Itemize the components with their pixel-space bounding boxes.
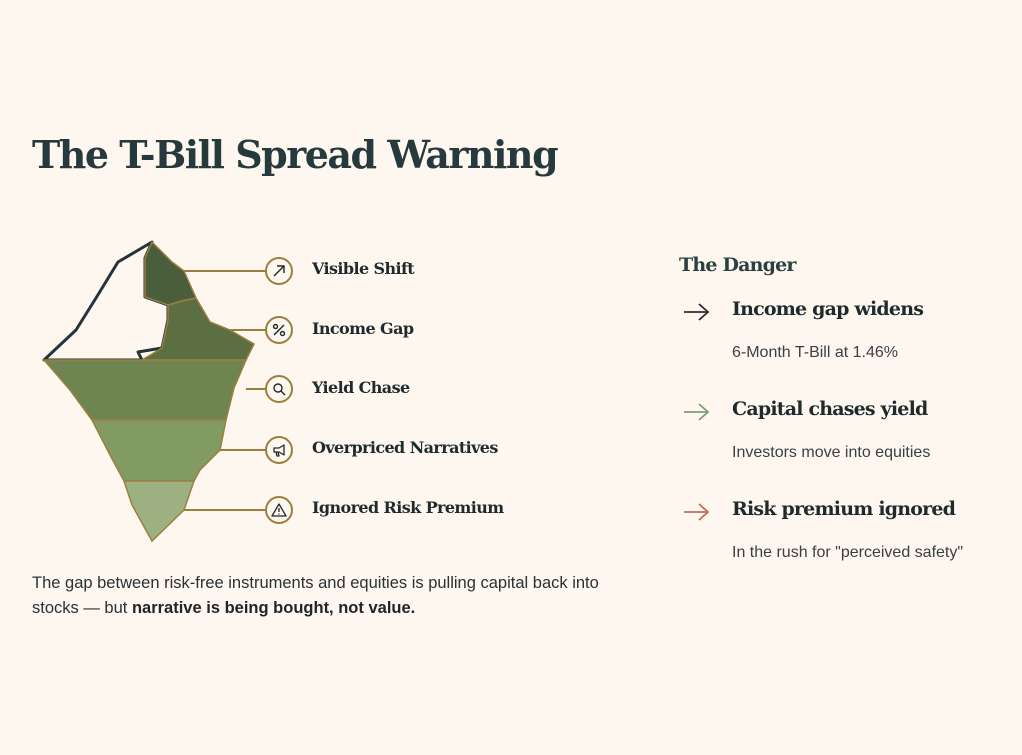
arrow-right-icon	[684, 303, 710, 321]
danger-heading: Capital chases yield	[732, 398, 928, 420]
layer-label-ignored-risk-premium: Ignored Risk Premium	[312, 498, 504, 517]
iceberg-layer-ignored-risk-premium	[122, 480, 196, 543]
layer-label-yield-chase: Yield Chase	[312, 378, 410, 397]
layer-label-visible-shift: Visible Shift	[312, 259, 415, 278]
caption-bold: narrative is being bought, not value.	[131, 599, 416, 617]
iceberg-layer-yield-chase	[42, 359, 248, 421]
danger-title: The Danger	[679, 254, 796, 276]
iceberg-layer-overpriced-narratives	[90, 419, 227, 482]
danger-detail: 6-Month T-Bill at 1.46%	[732, 344, 899, 361]
page-title: The T-Bill Spread Warning	[32, 132, 559, 177]
arrow-up-right-icon	[265, 257, 293, 285]
megaphone-icon	[265, 436, 293, 464]
layer-label-overpriced-narratives: Overpriced Narratives	[312, 438, 498, 457]
iceberg-diagram	[42, 240, 266, 543]
iceberg-layer-visible-shift	[144, 240, 198, 306]
danger-heading: Risk premium ignored	[732, 498, 956, 520]
connector-lines	[184, 270, 266, 511]
warning-icon	[265, 496, 293, 524]
arrow-right-icon	[684, 403, 710, 421]
arrow-right-icon	[684, 503, 710, 521]
search-icon	[265, 375, 293, 403]
layer-label-income-gap: Income Gap	[312, 319, 414, 338]
caption-text: The gap between risk-free instruments an…	[32, 574, 599, 617]
percent-icon	[265, 316, 293, 344]
danger-heading: Income gap widens	[732, 298, 924, 320]
iceberg-layer-income-gap	[139, 297, 255, 361]
danger-detail: In the rush for "perceived safety"	[732, 544, 964, 561]
caption: The gap between risk-free instruments an…	[32, 571, 622, 621]
danger-detail: Investors move into equities	[732, 444, 931, 461]
